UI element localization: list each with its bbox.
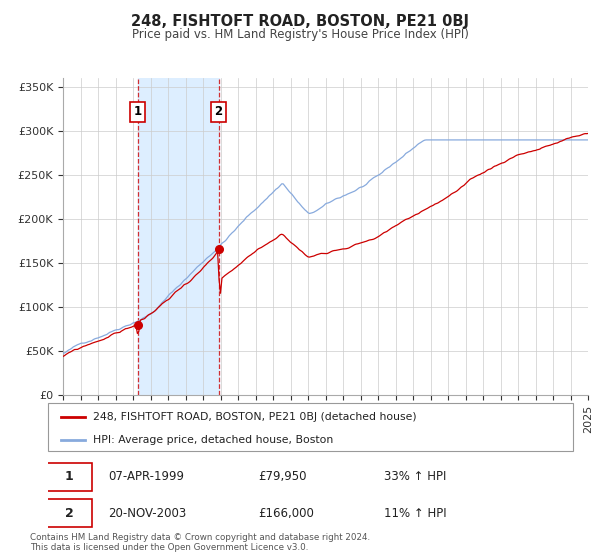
FancyBboxPatch shape (47, 463, 92, 491)
Text: 2: 2 (65, 507, 73, 520)
Bar (138, 78, 218, 395)
Text: 11% ↑ HPI: 11% ↑ HPI (384, 507, 446, 520)
Text: 2: 2 (215, 105, 223, 118)
Text: 07-APR-1999: 07-APR-1999 (109, 470, 184, 483)
Text: 1: 1 (134, 105, 142, 118)
Text: £166,000: £166,000 (258, 507, 314, 520)
Text: 33% ↑ HPI: 33% ↑ HPI (384, 470, 446, 483)
FancyBboxPatch shape (47, 500, 92, 527)
Text: This data is licensed under the Open Government Licence v3.0.: This data is licensed under the Open Gov… (30, 543, 308, 552)
Text: £79,950: £79,950 (258, 470, 307, 483)
Text: 1: 1 (65, 470, 73, 483)
Text: 248, FISHTOFT ROAD, BOSTON, PE21 0BJ: 248, FISHTOFT ROAD, BOSTON, PE21 0BJ (131, 14, 469, 29)
Text: HPI: Average price, detached house, Boston: HPI: Average price, detached house, Bost… (92, 435, 333, 445)
Text: Contains HM Land Registry data © Crown copyright and database right 2024.: Contains HM Land Registry data © Crown c… (30, 533, 370, 542)
Text: 20-NOV-2003: 20-NOV-2003 (109, 507, 187, 520)
Text: Price paid vs. HM Land Registry's House Price Index (HPI): Price paid vs. HM Land Registry's House … (131, 28, 469, 41)
Text: 248, FISHTOFT ROAD, BOSTON, PE21 0BJ (detached house): 248, FISHTOFT ROAD, BOSTON, PE21 0BJ (de… (92, 413, 416, 422)
